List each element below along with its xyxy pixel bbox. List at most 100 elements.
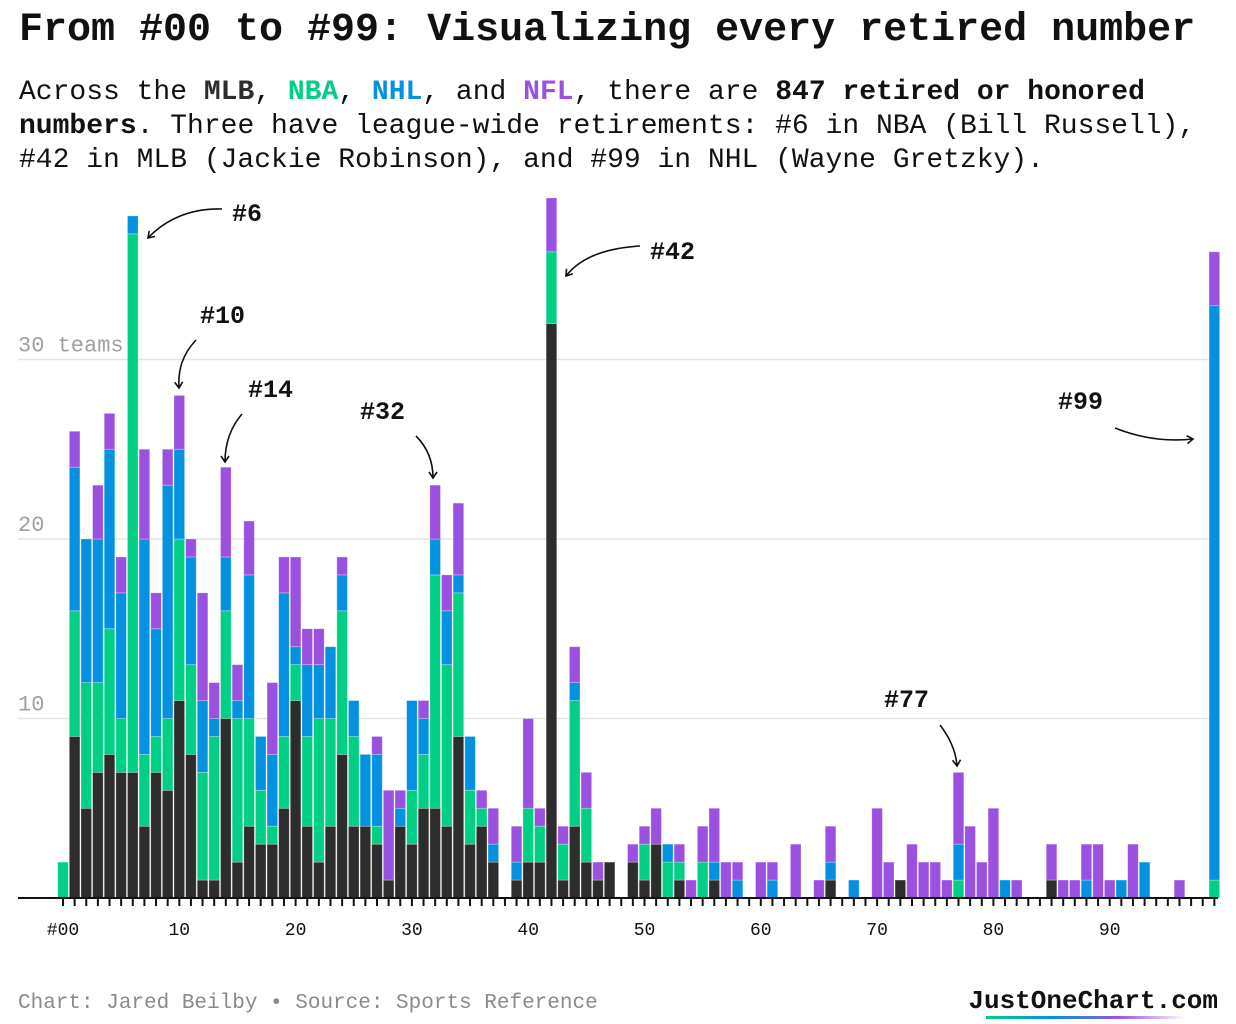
- bar-nfl-65: [813, 879, 825, 899]
- bar-nba-44: [569, 700, 581, 827]
- bar-mlb-49: [627, 861, 639, 899]
- bar-nhl-13: [208, 718, 220, 737]
- bar-nhl-37: [487, 843, 500, 863]
- bar-mlb-72: [894, 879, 907, 899]
- x-tick-label: 40: [517, 921, 539, 941]
- bar-mlb-66: [824, 879, 837, 899]
- bar-nfl-80: [987, 807, 1000, 899]
- bar-mlb-44: [569, 825, 581, 899]
- bar-nhl-19: [278, 592, 290, 737]
- bar-mlb-41: [534, 861, 546, 899]
- bar-nfl-12: [196, 592, 209, 701]
- bar-mlb-53: [673, 879, 686, 899]
- bar-nhl-20: [289, 646, 302, 666]
- bar-nfl-86: [1057, 879, 1069, 899]
- bar-nba-4: [103, 628, 116, 755]
- bar-nfl-27: [371, 736, 383, 755]
- bar-nhl-44: [569, 682, 581, 701]
- bar-nfl-18: [266, 682, 279, 755]
- bar-nfl-58: [731, 861, 744, 881]
- bar-nhl-56: [708, 861, 720, 881]
- bar-nhl-52: [662, 843, 674, 863]
- bar-nfl-36: [475, 789, 488, 809]
- bar-nfl-63: [789, 843, 802, 899]
- bar-mlb-40: [522, 861, 534, 899]
- bar-nba-52: [662, 861, 674, 899]
- bar-nfl-28: [382, 789, 395, 881]
- bar-nfl-37: [487, 807, 500, 845]
- bar-nba-13: [208, 736, 220, 881]
- bar-nba-18: [266, 825, 279, 845]
- subtitle-text: ,: [338, 77, 372, 108]
- bar-nfl-9: [161, 448, 174, 486]
- bar-nfl-45: [580, 771, 593, 809]
- bar-nfl-13: [208, 682, 220, 719]
- bar-nfl-43: [557, 825, 569, 845]
- bar-nhl-15: [231, 700, 244, 719]
- bar-mlb-43: [557, 879, 569, 899]
- bar-mlb-17: [255, 843, 267, 899]
- bar-nhl-33: [441, 610, 453, 666]
- bar-nfl-70: [871, 807, 883, 899]
- bar-mlb-51: [650, 843, 662, 899]
- bar-nhl-81: [999, 879, 1011, 899]
- bar-nhl-32: [429, 538, 441, 576]
- bar-nba-30: [406, 789, 418, 845]
- bar-nba-15: [231, 718, 244, 863]
- brand-link[interactable]: JustOneChart.com: [968, 986, 1218, 1016]
- bar-nba-22: [313, 718, 325, 863]
- bar-mlb-29: [394, 825, 406, 899]
- annotation-label: #6: [232, 200, 262, 229]
- bar-nfl-66: [824, 825, 837, 863]
- bar-mlb-35: [464, 843, 476, 899]
- bar-nba-99: [1208, 879, 1221, 899]
- bar-nhl-91: [1115, 879, 1128, 899]
- bar-nfl-3: [92, 484, 104, 540]
- bar-nfl-57: [720, 861, 732, 899]
- bar-mlb-28: [382, 879, 395, 899]
- bar-mlb-7: [138, 825, 151, 899]
- bar-mlb-1: [68, 736, 81, 899]
- brand-underline: [986, 1016, 1186, 1019]
- legend-nfl: NFL: [523, 77, 574, 108]
- bar-mlb-19: [278, 807, 290, 899]
- x-tick-label: 90: [1099, 921, 1121, 941]
- bar-nfl-34: [452, 502, 465, 576]
- annotation-label: #42: [650, 238, 695, 267]
- bar-nfl-89: [1092, 843, 1104, 899]
- bar-nfl-8: [150, 592, 162, 630]
- bar-mlb-45: [580, 861, 593, 899]
- bar-mlb-46: [592, 879, 604, 899]
- bar-nfl-75: [929, 861, 941, 899]
- bar-mlb-50: [638, 879, 651, 899]
- subtitle-text: . Three have league-wide retirements: #6…: [19, 111, 1196, 176]
- y-tick-label: 20: [18, 513, 44, 538]
- bar-nfl-87: [1069, 879, 1081, 899]
- bar-nba-23: [324, 718, 337, 827]
- bar-nfl-46: [592, 861, 604, 881]
- bar-nhl-93: [1138, 861, 1151, 899]
- subtitle-text: , and: [422, 77, 524, 108]
- bar-nba-31: [417, 754, 430, 809]
- bar-mlb-33: [441, 825, 453, 899]
- bar-nfl-53: [673, 843, 686, 863]
- bar-nba-7: [138, 754, 151, 827]
- annotation-arrow-icon: [565, 245, 641, 278]
- x-tick-label: #00: [47, 921, 79, 941]
- bar-nfl-73: [906, 843, 918, 899]
- bar-nba-77: [952, 879, 965, 899]
- bar-mlb-47: [603, 861, 616, 899]
- bar-nfl-42: [545, 197, 558, 253]
- bar-nba-14: [220, 610, 232, 719]
- legend-nba: NBA: [287, 77, 339, 108]
- bar-nfl-7: [138, 448, 151, 540]
- bar-nhl-61: [766, 879, 779, 899]
- bar-nba-55: [696, 861, 709, 899]
- bar-nhl-25: [348, 700, 360, 737]
- bar-mlb-2: [80, 807, 92, 899]
- bar-nba-20: [289, 664, 302, 701]
- bar-nfl-99: [1208, 251, 1221, 307]
- bar-nhl-14: [220, 556, 232, 612]
- bar-nfl-79: [976, 861, 988, 899]
- bar-nfl-31: [417, 700, 430, 719]
